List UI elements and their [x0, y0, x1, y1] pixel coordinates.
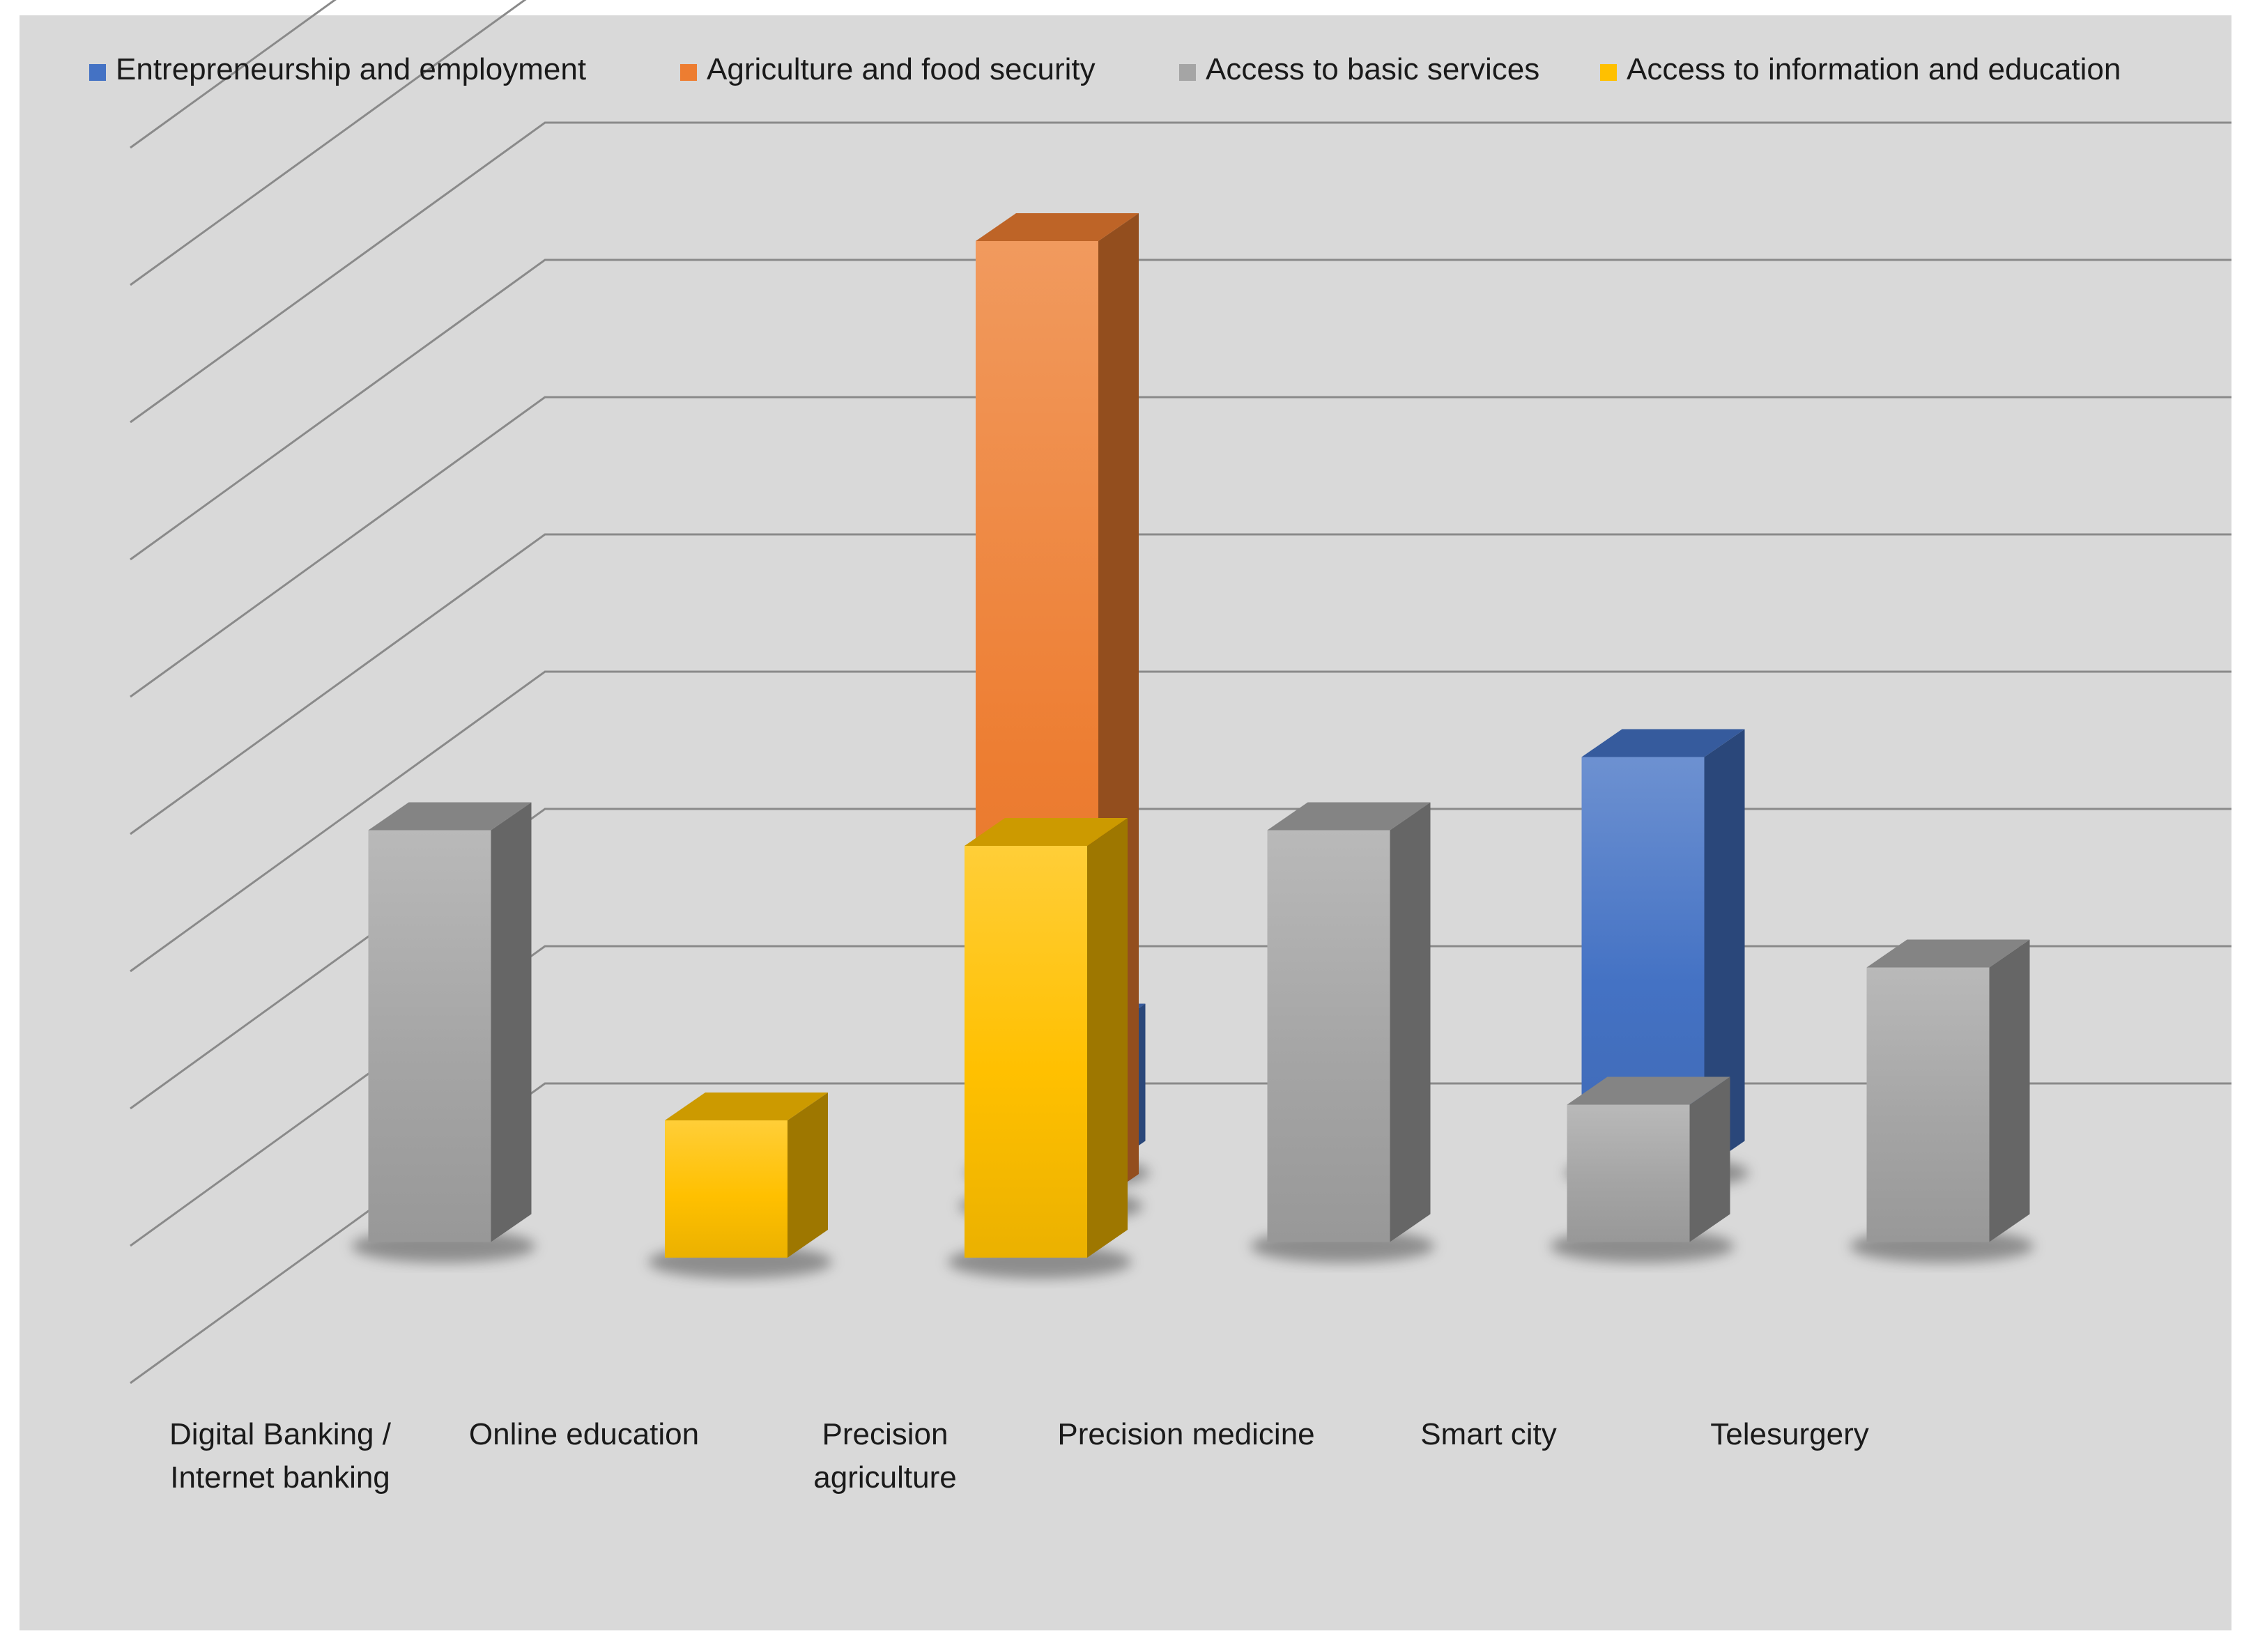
legend-item-agriculture-and-food-security: Agriculture and food security	[680, 52, 1096, 86]
bar-top-agriculture-and-food-security-precision-agriculture	[976, 213, 1139, 241]
bar-access-to-information-and-education-online-education	[665, 1093, 828, 1258]
bar-side-access-to-basic-services-digital-banking-internet-banking	[491, 802, 532, 1242]
bar-access-to-basic-services-precision-medicine	[1267, 802, 1431, 1242]
gridline	[130, 533, 2231, 835]
bars	[368, 213, 2030, 1258]
category-label-precision-agriculture: Precision agriculture	[813, 1417, 956, 1495]
bar-front-access-to-basic-services-precision-medicine	[1267, 830, 1390, 1242]
legend-label: Access to information and education	[1627, 52, 2121, 86]
category-label-digital-banking-internet-banking: Digital Banking / Internet banking	[169, 1417, 392, 1495]
bar-top-access-to-basic-services-telesurgery	[1866, 939, 2030, 968]
gridline	[130, 121, 2231, 424]
bar-side-access-to-basic-services-telesurgery	[1989, 939, 2030, 1242]
category-label-precision-medicine: Precision medicine	[1057, 1417, 1314, 1451]
bar-access-to-basic-services-digital-banking-internet-banking	[368, 802, 532, 1242]
legend-swatch	[680, 64, 697, 81]
bar-top-access-to-basic-services-smart-city	[1567, 1076, 1730, 1105]
bar-access-to-basic-services-telesurgery	[1866, 939, 2030, 1242]
legend-item-access-to-basic-services: Access to basic services	[1179, 52, 1539, 86]
gridline	[130, 0, 337, 149]
bar-top-access-to-information-and-education-online-education	[665, 1093, 828, 1120]
bar-front-access-to-information-and-education-precision-agriculture	[965, 846, 1087, 1258]
bar-front-access-to-basic-services-digital-banking-internet-banking	[368, 830, 491, 1242]
legend-swatch	[89, 64, 106, 81]
bar-side-access-to-information-and-education-online-education	[788, 1093, 828, 1258]
category-label-telesurgery: Telesurgery	[1710, 1417, 1868, 1451]
legend-label: Access to basic services	[1206, 52, 1539, 86]
bar-top-access-to-basic-services-digital-banking-internet-banking	[368, 802, 532, 831]
bar-top-access-to-information-and-education-precision-agriculture	[965, 818, 1128, 846]
bar-access-to-basic-services-smart-city	[1567, 1076, 1730, 1242]
gridline	[130, 258, 2231, 561]
bar-front-access-to-basic-services-smart-city	[1567, 1104, 1690, 1242]
bar-top-entrepreneurship-and-employment-smart-city	[1581, 729, 1745, 757]
category-axis: Digital Banking / Internet banking Online …	[169, 1417, 1869, 1495]
legend-swatch	[1179, 64, 1196, 81]
gridline	[130, 0, 527, 286]
legend-item-access-to-information-and-education: Access to information and education	[1600, 52, 2121, 86]
legend-swatch	[1600, 64, 1617, 81]
bar-side-access-to-basic-services-precision-medicine	[1390, 802, 1431, 1242]
bar-side-access-to-basic-services-smart-city	[1689, 1076, 1730, 1242]
category-label-smart-city: Smart city	[1420, 1417, 1557, 1451]
legend-item-entrepreneurship-and-employment: Entrepreneurship and employment	[89, 52, 586, 86]
gridline	[130, 670, 2231, 973]
bar-top-access-to-basic-services-precision-medicine	[1267, 802, 1431, 831]
legend-label: Entrepreneurship and employment	[116, 52, 586, 86]
bar-front-access-to-information-and-education-online-education	[665, 1120, 788, 1258]
bar-access-to-information-and-education-precision-agriculture	[965, 818, 1128, 1258]
bar-side-entrepreneurship-and-employment-smart-city	[1704, 729, 1745, 1169]
legend: Entrepreneurship and employment Agricultu…	[89, 52, 2121, 86]
gridlines	[130, 0, 2231, 1384]
bar-front-access-to-basic-services-telesurgery	[1866, 967, 1990, 1242]
category-label-online-education: Online education	[469, 1417, 699, 1451]
legend-label: Agriculture and food security	[707, 52, 1096, 86]
bar-side-access-to-information-and-education-precision-agriculture	[1087, 818, 1128, 1258]
gridline	[130, 396, 2231, 698]
